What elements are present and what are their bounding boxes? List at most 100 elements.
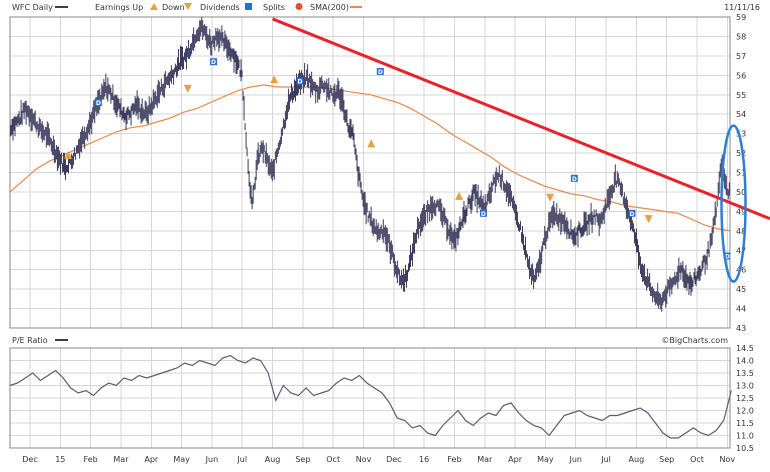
dividend-marker-letter: D (572, 176, 577, 183)
y-tick-label: 53 (736, 130, 746, 139)
price-frame (9, 16, 731, 329)
y-tick-label: 12.0 (736, 407, 754, 416)
x-axis: Dec 15 Feb Mar Apr May Jun Jul Aug Sep Oct Nov Dec 16… (22, 455, 735, 464)
x-tick-label: Oct (326, 455, 340, 464)
y-tick-label: 51 (736, 169, 746, 178)
pe-label: P/E Ratio (12, 336, 48, 345)
dividend-marker-letter: D (725, 254, 730, 261)
x-tick-label: Feb (447, 455, 461, 464)
y-tick-label: 11.0 (736, 432, 754, 441)
breakout-ellipse (720, 124, 747, 283)
x-tick-label: Jul (600, 455, 611, 464)
dividend-marker-letter: D (297, 79, 302, 86)
y-tick-label: 13.0 (736, 382, 754, 391)
earnings-up-icon (150, 3, 158, 10)
y-tick-label: 48 (736, 227, 746, 236)
earnings-up-marker (367, 139, 376, 148)
x-tick-label: Aug (629, 455, 645, 464)
dividend-marker (210, 58, 218, 66)
pe-y-axis: 10.5 11.0 11.5 12.0 12.5 13.0 13.5 14.0 14.5 (736, 344, 754, 453)
y-tick-label: 13.5 (736, 369, 754, 378)
legend-splits: Splits (263, 3, 285, 12)
pe-grid (10, 347, 730, 449)
earnings-down-marker (644, 215, 653, 224)
legend-header: WFC Daily Earnings Up Down Dividends Spl… (12, 3, 760, 12)
y-tick-label: 56 (736, 71, 746, 80)
y-tick-label: 57 (736, 52, 746, 61)
dividend-marker-letter: D (378, 69, 383, 76)
pe-line (9, 354, 732, 439)
y-tick-label: 55 (736, 91, 746, 100)
y-tick-label: 52 (736, 149, 746, 158)
x-tick-label: Dec (386, 455, 401, 464)
x-tick-label: Sep (659, 455, 674, 464)
earnings-down-icon (184, 3, 192, 10)
earnings-up-marker (455, 191, 464, 200)
earnings-up-marker (270, 75, 279, 84)
sma-line (10, 84, 730, 232)
earnings-down-marker (183, 84, 192, 93)
earnings-up-marker (64, 151, 73, 160)
dividend-marker (94, 99, 102, 107)
dividend-marker (570, 174, 578, 182)
legend-down: Down (162, 3, 185, 12)
x-tick-label: May (537, 455, 554, 464)
x-tick-label: Dec (22, 455, 37, 464)
y-tick-label: 45 (736, 285, 746, 294)
x-tick-label: Apr (144, 455, 159, 464)
y-tick-label: 49 (736, 207, 746, 216)
y-tick-label: 12.5 (736, 394, 754, 403)
ticker-label: WFC Daily (12, 3, 53, 12)
price-grid (10, 16, 730, 329)
price-y-axis: 43 44 45 46 47 48 49 50 51 52 53 54 55 56 57 58 59 (736, 13, 746, 333)
y-tick-label: 50 (736, 188, 746, 197)
dividend-marker (479, 209, 487, 217)
x-tick-label: Mar (477, 455, 493, 464)
x-tick-label: Aug (265, 455, 281, 464)
trend-line (272, 17, 770, 221)
x-tick-label: 16 (419, 455, 429, 464)
dividend-marker-letter: D (481, 211, 486, 218)
price-bars (10, 17, 730, 312)
y-tick-label: 14.5 (736, 344, 754, 353)
x-tick-label: Mar (113, 455, 129, 464)
y-tick-label: 54 (736, 110, 746, 119)
dividend-icon (245, 3, 252, 10)
split-icon (295, 3, 303, 10)
legend-earnings: Earnings Up (95, 3, 143, 12)
y-tick-label: 14.0 (736, 357, 754, 366)
y-tick-label: 10.5 (736, 444, 754, 453)
x-tick-label: Apr (508, 455, 523, 464)
earnings-down-marker (546, 193, 555, 202)
dividend-marker (296, 77, 304, 85)
x-tick-label: 15 (55, 455, 65, 464)
legend-sma: SMA(200) (310, 3, 349, 12)
dividend-marker-letter: D (211, 59, 216, 66)
x-tick-label: Nov (720, 455, 736, 464)
legend-dividends: Dividends (200, 3, 240, 12)
y-tick-label: 59 (736, 13, 746, 22)
x-tick-label: May (173, 455, 190, 464)
y-tick-label: 43 (736, 324, 746, 333)
x-tick-label: Jun (205, 455, 219, 464)
dividend-marker-letter: D (96, 100, 101, 107)
dividend-marker (628, 209, 636, 217)
y-tick-label: 46 (736, 266, 746, 275)
y-tick-label: 58 (736, 32, 746, 41)
y-tick-label: 11.5 (736, 419, 754, 428)
x-tick-label: Oct (690, 455, 704, 464)
event-markers: D D D D D D D D (64, 58, 730, 261)
dividend-marker (376, 67, 384, 75)
watermark: ©BigCharts.com (661, 336, 728, 345)
y-tick-label: 44 (736, 305, 746, 314)
dividend-marker-letter: D (629, 211, 634, 218)
dividend-marker (723, 252, 730, 260)
x-tick-label: Jun (568, 455, 582, 464)
x-tick-label: Feb (84, 455, 98, 464)
x-tick-label: Sep (295, 455, 310, 464)
chart-date: 11/11/16 (724, 3, 760, 12)
x-tick-label: Jul (236, 455, 247, 464)
y-tick-label: 47 (736, 246, 746, 255)
x-tick-label: Nov (356, 455, 372, 464)
